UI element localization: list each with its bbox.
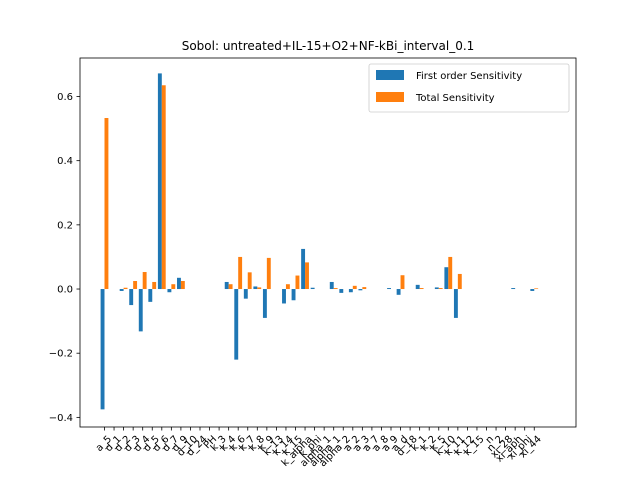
- bar-first-order-15: [243, 289, 248, 299]
- bar-first-order-7: [167, 289, 172, 293]
- bar-total-13: [228, 284, 233, 290]
- bar-first-order-25: [339, 289, 344, 293]
- bar-total-35: [438, 288, 443, 290]
- bar-total-19: [285, 284, 290, 290]
- bar-first-order-33: [415, 284, 420, 290]
- bar-total-7: [171, 284, 176, 290]
- y-tick-label-1: −0.2: [49, 349, 73, 360]
- bar-first-order-13: [224, 281, 229, 290]
- bar-first-order-19: [282, 289, 286, 304]
- bar-total-17: [266, 257, 271, 290]
- bar-first-order-21: [301, 248, 306, 290]
- bar-total-4: [142, 272, 147, 290]
- plot-frame: [79, 57, 577, 428]
- bar-first-order-37: [453, 289, 458, 318]
- bar-first-order-16: [253, 286, 258, 290]
- y-tick-label-0: −0.4: [49, 413, 73, 424]
- y-tick-label-5: 0.6: [57, 92, 73, 103]
- bar-first-order-30: [387, 288, 391, 290]
- bar-total-6: [161, 85, 166, 290]
- bar-first-order-43: [511, 288, 516, 290]
- bar-total-3: [133, 281, 138, 290]
- bar-first-order-35: [434, 287, 439, 290]
- y-tick-label-3: 0.2: [57, 220, 73, 231]
- bar-total-45: [534, 288, 539, 290]
- bar-total-8: [180, 281, 185, 290]
- bar-total-21: [305, 262, 309, 290]
- bar-first-order-24: [329, 281, 334, 290]
- y-tick-label-4: 0.4: [57, 156, 73, 167]
- bar-first-order-14: [234, 289, 239, 360]
- legend-swatch-first-order: [376, 70, 404, 80]
- chart-title: Sobol: untreated+IL-15+O2+NF-kBi_interva…: [182, 39, 475, 53]
- bar-total-24: [333, 288, 338, 290]
- bars-group: [100, 73, 539, 410]
- bar-first-order-4: [138, 289, 143, 332]
- bar-total-2: [123, 287, 128, 290]
- y-axis: −0.4 −0.2 0.0 0.2 0.4 0.6: [49, 92, 80, 424]
- legend-box: [368, 63, 570, 113]
- bar-total-14: [238, 256, 243, 290]
- bar-first-order-0: [100, 289, 105, 410]
- bar-total-31: [400, 275, 405, 290]
- bar-first-order-3: [129, 289, 134, 306]
- bar-first-order-2: [119, 289, 124, 291]
- bar-total-20: [295, 275, 300, 290]
- bar-total-5: [152, 281, 157, 290]
- bar-first-order-27: [358, 289, 363, 291]
- bar-first-order-20: [291, 289, 296, 301]
- bar-total-26: [352, 285, 357, 290]
- legend-swatch-total: [376, 92, 404, 102]
- bar-total-37: [457, 273, 462, 290]
- bar-first-order-45: [530, 289, 535, 291]
- bar-total-33: [419, 288, 424, 290]
- bar-total-27: [362, 287, 367, 290]
- legend-label-total: Total Sensitivity: [415, 93, 495, 104]
- bar-first-order-5: [148, 289, 153, 302]
- legend: First order Sensitivity Total Sensitivit…: [368, 63, 570, 113]
- y-tick-label-2: 0.0: [57, 285, 73, 296]
- legend-label-first-order: First order Sensitivity: [416, 71, 522, 82]
- bar-total-15: [247, 272, 252, 290]
- bar-total-36: [448, 256, 453, 290]
- bar-total-16: [257, 287, 262, 290]
- bar-first-order-17: [262, 289, 267, 318]
- bar-first-order-8: [177, 277, 181, 290]
- bar-total-0: [104, 118, 109, 290]
- bar-first-order-36: [444, 267, 449, 290]
- bar-first-order-22: [310, 287, 315, 290]
- bar-first-order-31: [396, 289, 401, 295]
- bar-first-order-6: [157, 73, 162, 290]
- x-axis: a_5d_1d_2d_3d_4d_5d_6d_7d_9d_10d_24PHk_3…: [94, 427, 544, 469]
- bar-first-order-26: [348, 289, 353, 293]
